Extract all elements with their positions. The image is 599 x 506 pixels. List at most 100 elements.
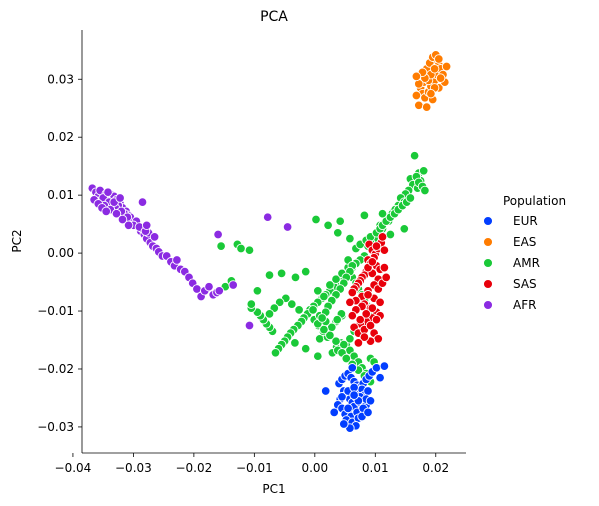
point-eas [441,61,452,72]
point-amr [325,330,335,341]
point-sas [373,334,384,344]
point-amr [377,208,388,219]
point-amr [409,150,420,161]
point-eur [339,419,349,429]
chart-title: PCA [260,9,288,25]
point-afr [282,222,293,232]
legend: Population EUR EAS AMR SAS AFR [483,194,566,312]
point-afr [262,212,273,222]
point-amr [270,348,281,358]
point-sas [363,290,373,300]
y-tick-label: 0.02 [47,130,74,144]
point-amr [317,313,327,323]
point-amr [274,297,285,308]
point-amr [319,324,329,335]
point-amr [331,274,341,284]
legend-label-afr: AFR [513,298,536,312]
point-eas [435,73,446,83]
y-tick-label: −0.01 [37,304,74,318]
point-afr [213,229,223,240]
legend-label-eas: EAS [513,235,536,249]
point-eas [414,100,424,111]
point-afr [244,320,255,331]
x-axis-label: PC1 [262,482,285,496]
y-tick-label: 0.01 [47,188,74,202]
legend-label-eur: EUR [513,214,538,228]
point-afr [103,187,113,197]
point-afr [117,214,128,225]
point-sas [371,314,382,325]
legend-marker-eur [483,216,493,226]
point-amr [236,243,246,254]
point-eur [363,386,373,396]
point-eur [363,407,373,418]
point-amr [252,286,263,296]
point-sas [367,257,378,267]
point-amr [300,343,311,354]
point-sas [377,232,388,242]
x-tick-label: 0.01 [362,461,389,475]
point-afr [204,281,214,292]
point-sas [365,320,376,331]
point-amr [323,220,333,231]
x-tick-label: −0.02 [175,461,212,475]
y-tick-label: −0.02 [37,362,74,376]
point-amr [276,268,287,279]
point-amr [290,272,301,283]
point-eur [375,372,385,383]
x-tick-label: 0.00 [301,461,328,475]
point-afr [111,208,122,219]
x-tick-label: −0.01 [236,461,273,475]
point-amr [333,228,343,238]
point-eur [347,363,358,373]
point-amr [216,241,226,251]
y-axis-label: PC2 [10,229,24,252]
point-eur [320,386,331,396]
y-tick-label: −0.03 [37,420,74,434]
point-afr [149,232,160,242]
point-sas [371,241,382,251]
point-amr [420,185,430,196]
point-eur [365,396,376,406]
y-tick-label: 0.03 [47,72,74,86]
point-afr [228,280,238,290]
point-amr [264,270,275,280]
legend-marker-sas [483,279,493,289]
point-eur [343,403,353,414]
x-tick-label: 0.02 [422,461,449,475]
point-amr [385,229,396,240]
point-afr [123,220,134,231]
point-eur [379,361,390,371]
point-sas [375,297,385,308]
x-axis-ticks: −0.04 −0.03 −0.02 −0.01 0.00 0.01 0.02 [55,453,449,475]
point-eas [426,88,436,99]
point-sas [353,338,364,348]
point-amr [311,214,321,225]
point-afr [214,286,225,296]
point-amr [313,351,323,361]
point-afr [101,206,111,217]
legend-label-sas: SAS [513,277,537,291]
point-sas [379,245,390,255]
legend-title: Population [503,194,566,208]
point-amr [308,305,318,315]
legend-label-amr: AMR [513,256,540,270]
point-sas [347,287,358,298]
point-amr [359,210,370,221]
point-eas [434,54,444,64]
point-amr [264,309,275,319]
points-layer [87,50,452,433]
y-tick-label: 0.00 [47,246,74,260]
legend-marker-afr [483,300,493,310]
point-amr [294,305,304,315]
point-amr [300,266,311,277]
point-sas [345,297,355,308]
point-afr [172,255,182,265]
point-afr [115,193,125,203]
point-sas [361,309,371,319]
point-amr [332,314,342,325]
point-sas [347,310,358,321]
point-eur [337,392,347,402]
point-sas [367,303,378,313]
